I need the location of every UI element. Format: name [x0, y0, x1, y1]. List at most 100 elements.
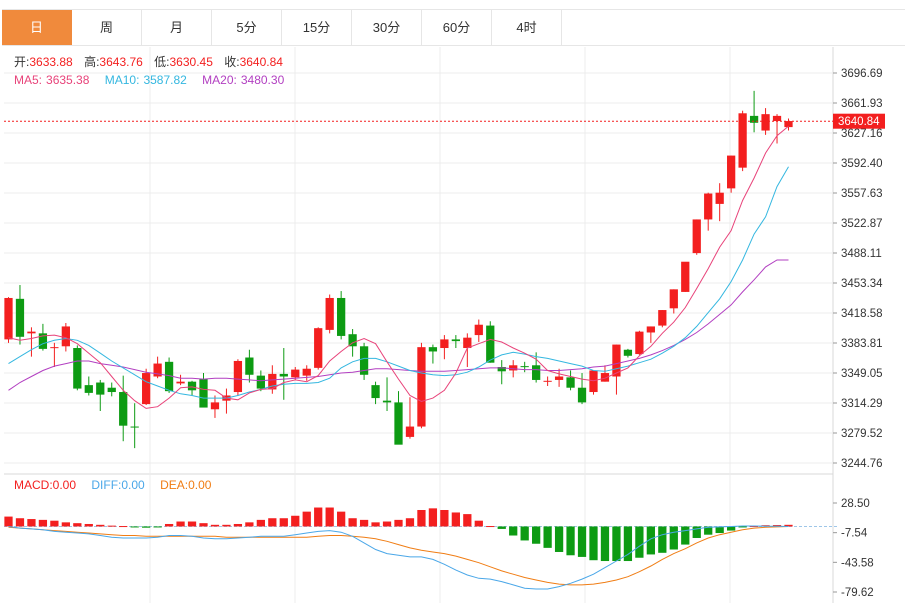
macd-bar-30	[348, 518, 357, 527]
macd-bar-44	[509, 526, 518, 536]
macd-bar-65	[749, 526, 759, 528]
tab-4[interactable]: 15分	[282, 10, 352, 45]
macd-bar-17	[199, 523, 208, 527]
macd-bar-32	[371, 522, 380, 527]
macd-bar-29	[337, 511, 346, 527]
macd-bar-55	[635, 526, 644, 558]
macd-bar-34	[394, 519, 403, 527]
tab-7[interactable]: 4时	[492, 10, 562, 45]
macd-bar-16	[187, 521, 197, 527]
candle-body-4	[50, 347, 59, 349]
candle-body-35	[405, 426, 415, 437]
macd-bar-47	[543, 526, 552, 548]
ma20-value: 3480.30	[241, 73, 285, 87]
candle-body-27	[314, 328, 323, 368]
candle-body-8	[96, 382, 105, 395]
macd-panel	[4, 507, 837, 590]
dea-value: 0.00	[188, 478, 212, 492]
tab-2[interactable]: 月	[142, 10, 212, 45]
candle-body-28	[325, 297, 334, 330]
macd-bar-49	[566, 526, 575, 556]
candle-body-3	[38, 333, 48, 349]
macd-ytick-label-0: 28.50	[841, 498, 870, 510]
macd-bar-42	[486, 526, 495, 528]
candle-body-54	[623, 349, 633, 356]
tab-3[interactable]: 5分	[212, 10, 282, 45]
tabs-filler	[562, 9, 905, 46]
candle-body-12	[142, 373, 151, 405]
macd-bar-64	[738, 526, 747, 528]
candle-body-46	[532, 365, 541, 380]
candle-body-50	[577, 387, 587, 403]
ma20-line	[8, 259, 789, 391]
tab-5[interactable]: 30分	[352, 10, 422, 45]
macd-bar-25	[291, 515, 300, 527]
dea-line	[8, 526, 789, 586]
ytick-label-6: 3488.11	[841, 248, 882, 260]
candle-body-63	[727, 155, 736, 189]
macd-bar-60	[692, 526, 701, 538]
candle-body-14	[164, 361, 174, 392]
high-label: 高:	[84, 54, 99, 69]
candle-body-5	[61, 326, 70, 347]
macd-bar-52	[600, 526, 610, 562]
macd-bar-18	[210, 524, 220, 527]
ytick-label-3: 3592.40	[841, 158, 883, 170]
macd-bar-8	[96, 524, 105, 527]
macd-bar-38	[440, 509, 449, 527]
candle-body-56	[646, 326, 655, 333]
candle-body-40	[463, 337, 472, 349]
macd-bar-57	[658, 526, 667, 553]
candle-body-33	[382, 400, 392, 403]
high-value: 3643.76	[99, 55, 143, 69]
candle-body-9	[107, 387, 116, 393]
ma5-value: 3635.38	[46, 73, 90, 87]
period-tabs: 日周月 5分 15分 30分 60分 4时	[2, 9, 562, 46]
macd-label: MACD:	[14, 478, 53, 492]
macd-bar-5	[61, 522, 70, 527]
macd-bar-37	[428, 508, 438, 527]
ytick-label-1: 3661.93	[841, 98, 883, 110]
ytick-label-5: 3522.87	[841, 218, 883, 230]
macd-bar-56	[646, 526, 655, 555]
diff-value: 0.00	[121, 478, 145, 492]
macd-ytick-label-3: -79.62	[841, 587, 874, 599]
macd-bar-3	[38, 519, 48, 527]
macd-bar-4	[50, 520, 59, 527]
close-value: 3640.84	[240, 55, 284, 69]
current-price-tag	[833, 113, 885, 129]
candle-body-44	[509, 365, 518, 371]
macd-bar-36	[417, 509, 426, 527]
candle-body-55	[635, 331, 644, 355]
macd-legend: MACD:0.00 DIFF:0.00 DEA:0.00	[14, 478, 212, 492]
macd-bar-19	[222, 524, 231, 527]
macd-bar-61	[704, 526, 713, 535]
candle-body-36	[417, 347, 426, 427]
diff-line	[8, 525, 789, 590]
candle-body-60	[692, 219, 701, 254]
ma5-label: MA5:	[14, 73, 42, 87]
y-axes: 3696.69 3661.93 3627.16 3592.40 3557.63 3522.…	[833, 68, 883, 599]
tab-1[interactable]: 周	[72, 10, 142, 45]
macd-bar-67	[772, 525, 782, 527]
candle-body-25	[291, 369, 300, 378]
macd-bar-43	[497, 526, 506, 529]
ytick-label-13: 3244.76	[841, 458, 883, 470]
candle-body-31	[359, 346, 369, 375]
macd-bar-12	[142, 526, 151, 528]
tab-0[interactable]: 日	[2, 10, 72, 45]
ytick-label-8: 3418.58	[841, 308, 883, 320]
candle-body-45	[520, 366, 529, 368]
macd-bar-15	[176, 521, 185, 527]
ma20-label: MA20:	[202, 73, 237, 87]
macd-bar-51	[589, 526, 598, 561]
candle-body-52	[600, 373, 610, 382]
candle-body-1	[15, 298, 25, 337]
candle-body-61	[704, 193, 713, 220]
macd-bar-48	[554, 526, 564, 552]
tab-6[interactable]: 60分	[422, 10, 492, 45]
candle-body-11	[130, 426, 139, 428]
moving-averages	[8, 125, 789, 409]
open-label: 开:	[14, 55, 29, 69]
